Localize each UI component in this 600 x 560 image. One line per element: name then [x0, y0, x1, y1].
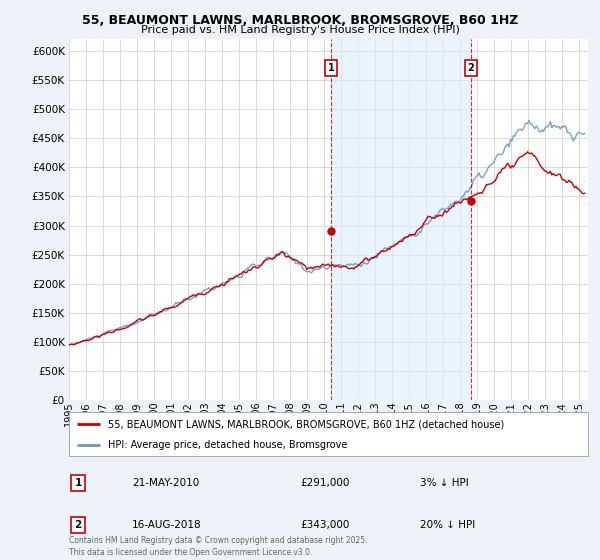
- Text: 21-MAY-2010: 21-MAY-2010: [132, 478, 199, 488]
- Text: 55, BEAUMONT LAWNS, MARLBROOK, BROMSGROVE, B60 1HZ (detached house): 55, BEAUMONT LAWNS, MARLBROOK, BROMSGROV…: [108, 419, 504, 429]
- Text: 16-AUG-2018: 16-AUG-2018: [132, 520, 202, 530]
- Text: £291,000: £291,000: [300, 478, 349, 488]
- Text: HPI: Average price, detached house, Bromsgrove: HPI: Average price, detached house, Brom…: [108, 440, 347, 450]
- Text: 1: 1: [74, 478, 82, 488]
- Text: 55, BEAUMONT LAWNS, MARLBROOK, BROMSGROVE, B60 1HZ: 55, BEAUMONT LAWNS, MARLBROOK, BROMSGROV…: [82, 14, 518, 27]
- Text: 1: 1: [328, 63, 334, 73]
- Text: 2: 2: [467, 63, 475, 73]
- Text: £343,000: £343,000: [300, 520, 349, 530]
- Text: Price paid vs. HM Land Registry's House Price Index (HPI): Price paid vs. HM Land Registry's House …: [140, 25, 460, 35]
- Bar: [331, 39, 471, 400]
- Text: 20% ↓ HPI: 20% ↓ HPI: [420, 520, 475, 530]
- Text: 3% ↓ HPI: 3% ↓ HPI: [420, 478, 469, 488]
- Text: Contains HM Land Registry data © Crown copyright and database right 2025.
This d: Contains HM Land Registry data © Crown c…: [69, 536, 367, 557]
- Text: 2: 2: [74, 520, 82, 530]
